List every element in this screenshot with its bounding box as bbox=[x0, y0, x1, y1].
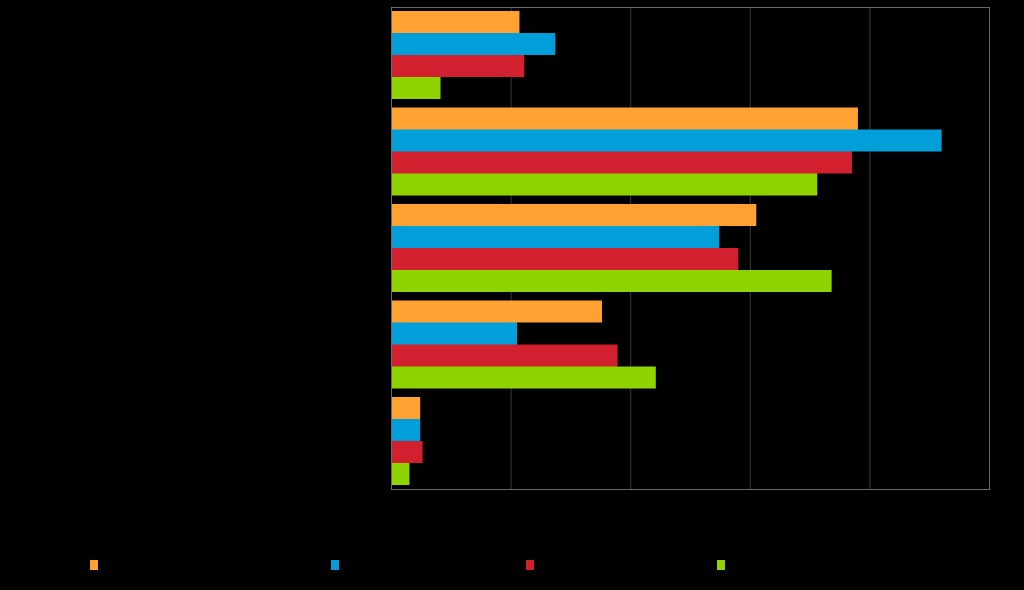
chart-legend bbox=[90, 560, 725, 570]
bar-series-3-category-1 bbox=[391, 55, 525, 77]
bar-series-2-category-5 bbox=[391, 419, 421, 441]
legend-swatch-series-3 bbox=[526, 560, 534, 570]
bar-series-4-category-3 bbox=[391, 270, 832, 292]
chart-bars bbox=[391, 11, 942, 485]
bar-series-1-category-4 bbox=[391, 300, 602, 323]
bar-series-3-category-4 bbox=[391, 344, 618, 367]
bar-series-3-category-5 bbox=[391, 441, 423, 463]
bar-series-1-category-1 bbox=[391, 11, 520, 33]
bar-series-2-category-3 bbox=[391, 226, 720, 248]
bar-series-4-category-1 bbox=[391, 77, 441, 99]
bar-series-3-category-3 bbox=[391, 248, 739, 270]
legend-swatch-series-4 bbox=[717, 560, 725, 570]
bar-series-1-category-5 bbox=[391, 397, 421, 419]
plot-area-frame bbox=[391, 7, 990, 490]
legend-swatch-series-2 bbox=[331, 560, 339, 570]
bar-series-2-category-4 bbox=[391, 322, 518, 345]
bar-series-4-category-5 bbox=[391, 463, 410, 485]
bar-series-4-category-2 bbox=[391, 173, 818, 196]
bar-series-2-category-1 bbox=[391, 33, 556, 55]
bar-series-4-category-4 bbox=[391, 366, 656, 389]
legend-swatch-series-1 bbox=[90, 560, 98, 570]
bar-series-1-category-2 bbox=[391, 107, 858, 130]
bar-series-2-category-2 bbox=[391, 129, 942, 152]
bar-series-3-category-2 bbox=[391, 151, 852, 174]
bar-series-1-category-3 bbox=[391, 204, 757, 226]
